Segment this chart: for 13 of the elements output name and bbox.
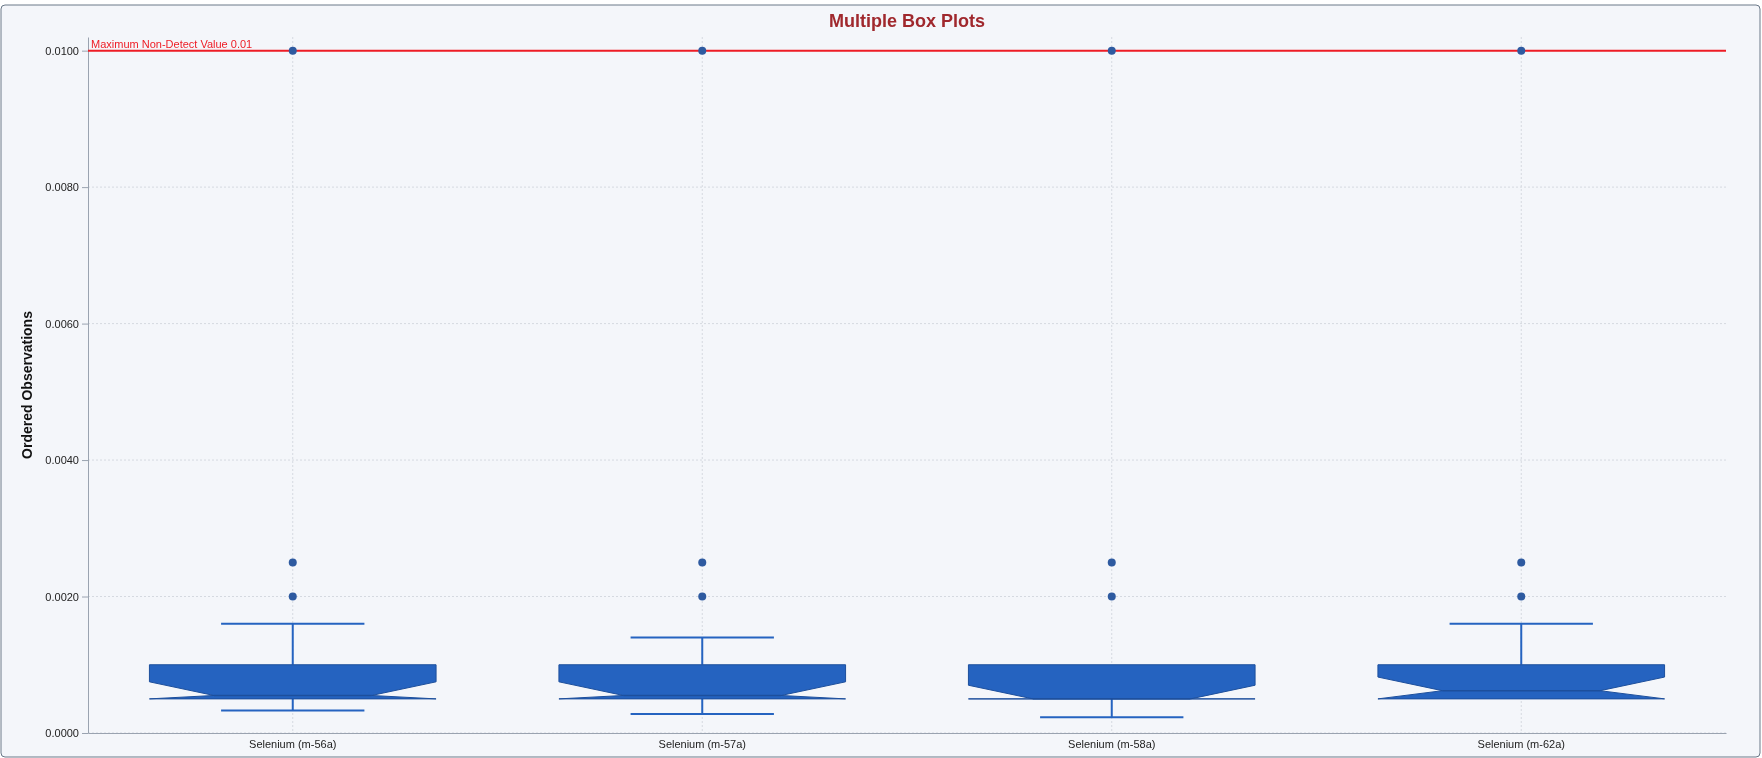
y-tick-label: 0.0020: [45, 590, 79, 603]
y-tick-label: 0.0040: [45, 454, 79, 467]
x-tick-label: Selenium (m-62a): [1477, 738, 1565, 751]
x-tick-label: Selenium (m-57a): [658, 738, 746, 751]
y-tick-label: 0.0100: [45, 44, 79, 57]
chart-title: Multiple Box Plots: [828, 11, 986, 31]
ref-line-label: Maximum Non-Detect Value 0.01: [91, 37, 253, 50]
y-tick-label: 0.0060: [45, 317, 79, 330]
y-tick-label: 0.0000: [45, 727, 79, 740]
x-tick-label: Selenium (m-58a): [1068, 738, 1156, 751]
y-axis-title: Ordered Observations: [19, 310, 35, 459]
y-tick-label: 0.0080: [45, 181, 79, 194]
x-tick-label: Selenium (m-56a): [249, 738, 337, 751]
